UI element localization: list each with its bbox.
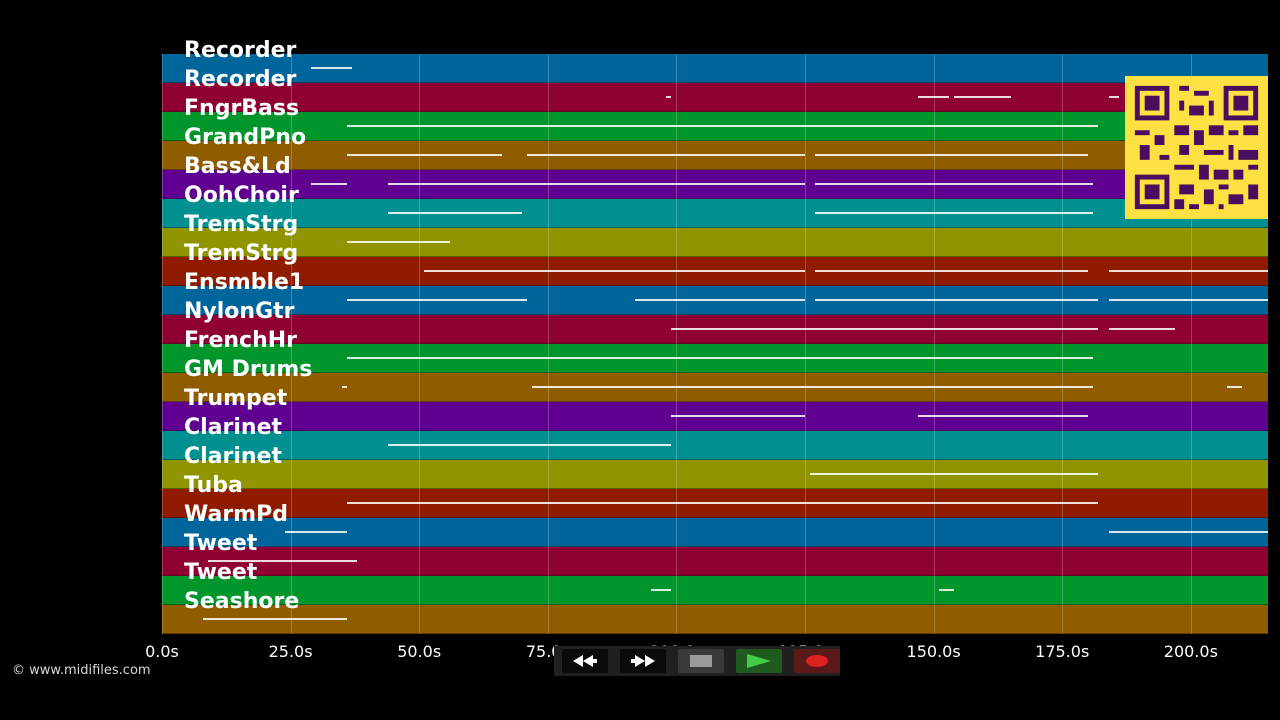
note-segment xyxy=(938,589,955,591)
note-segment xyxy=(815,212,1094,214)
note-segment xyxy=(347,125,1099,127)
track-label: Clarinet xyxy=(184,415,283,440)
note-segment xyxy=(208,560,358,562)
stop-icon xyxy=(690,655,712,667)
note-segment xyxy=(650,589,672,591)
note-segment xyxy=(671,328,1099,330)
track-label: NylonGtr xyxy=(184,299,295,324)
track-label: Recorder xyxy=(184,38,297,63)
track-label: Recorder xyxy=(184,67,297,92)
note-segment xyxy=(285,531,348,533)
track-label: Clarinet xyxy=(184,444,283,469)
note-segment xyxy=(388,183,806,185)
grid-line xyxy=(933,54,935,634)
track-label: FrenchHr xyxy=(184,328,298,353)
track-label: Trumpet xyxy=(184,386,288,411)
grid-line xyxy=(805,54,807,634)
track-lane xyxy=(162,228,1268,257)
time-tick-label: 25.0s xyxy=(268,642,313,661)
grid-line xyxy=(547,54,549,634)
note-segment xyxy=(815,183,1094,185)
track-lane xyxy=(162,199,1268,228)
track-lane xyxy=(162,576,1268,605)
track-label: TremStrg xyxy=(184,212,299,237)
track-label: OohChoir xyxy=(184,183,299,208)
note-segment xyxy=(815,299,1099,301)
track-label: GM Drums xyxy=(184,357,313,382)
note-segment xyxy=(810,473,1099,475)
piano-roll-plot xyxy=(162,54,1268,634)
note-segment xyxy=(1108,96,1119,98)
track-label: GrandPno xyxy=(184,125,307,150)
note-segment xyxy=(666,96,672,98)
track-label: TremStrg xyxy=(184,241,299,266)
grid-line xyxy=(1190,54,1192,634)
track-lane xyxy=(162,460,1268,489)
track-label: Bass&Ld xyxy=(184,154,291,179)
note-segment xyxy=(1108,531,1268,533)
time-tick-label: 50.0s xyxy=(397,642,442,661)
transport-controls xyxy=(554,646,840,676)
note-segment xyxy=(918,96,950,98)
note-segment xyxy=(1108,328,1176,330)
note-segment xyxy=(815,270,1088,272)
note-segment xyxy=(347,357,1094,359)
note-segment xyxy=(954,96,1011,98)
copyright-credit: © www.midifiles.com xyxy=(12,663,151,678)
note-segment xyxy=(342,386,348,388)
track-label: Ensmble1 xyxy=(184,270,305,295)
note-segment xyxy=(388,444,672,446)
track-label: Tweet xyxy=(184,531,258,556)
note-segment xyxy=(311,183,348,185)
note-segment xyxy=(671,415,805,417)
rewind-button[interactable] xyxy=(562,649,608,673)
track-label: Seashore xyxy=(184,589,300,614)
track-label: Tuba xyxy=(184,473,243,498)
time-tick-label: 150.0s xyxy=(906,642,961,661)
track-label: WarmPd xyxy=(184,502,288,527)
note-segment xyxy=(347,299,528,301)
track-lane xyxy=(162,431,1268,460)
note-segment xyxy=(1108,270,1268,272)
note-segment xyxy=(347,154,502,156)
note-segment xyxy=(527,154,806,156)
note-segment xyxy=(1226,386,1243,388)
time-tick-label: 200.0s xyxy=(1163,642,1218,661)
note-segment xyxy=(918,415,1088,417)
note-segment xyxy=(815,154,1088,156)
time-tick-label: 0.0s xyxy=(145,642,179,661)
track-label: Tweet xyxy=(184,560,258,585)
grid-line xyxy=(290,54,292,634)
qr-code-icon xyxy=(1125,76,1268,219)
track-label: FngrBass xyxy=(184,96,300,121)
rewind-icon xyxy=(573,655,597,667)
grid-line xyxy=(419,54,421,634)
qr-code-graphic xyxy=(1125,76,1268,219)
note-segment xyxy=(347,502,1099,504)
play-icon xyxy=(747,654,771,668)
grid-line xyxy=(676,54,678,634)
track-lane xyxy=(162,83,1268,112)
note-segment xyxy=(203,618,348,620)
note-segment xyxy=(347,241,451,243)
note-segment xyxy=(388,212,523,214)
fast-forward-icon xyxy=(631,655,655,667)
note-segment xyxy=(532,386,1094,388)
note-segment xyxy=(635,299,805,301)
play-button[interactable] xyxy=(736,649,782,673)
grid-line xyxy=(1062,54,1064,634)
record-button[interactable] xyxy=(794,649,840,673)
grid-line xyxy=(162,54,163,634)
note-segment xyxy=(424,270,805,272)
time-tick-label: 175.0s xyxy=(1035,642,1090,661)
fast-forward-button[interactable] xyxy=(620,649,666,673)
note-segment xyxy=(311,67,353,69)
record-icon xyxy=(806,655,828,667)
note-segment xyxy=(1108,299,1268,301)
stop-button[interactable] xyxy=(678,649,724,673)
